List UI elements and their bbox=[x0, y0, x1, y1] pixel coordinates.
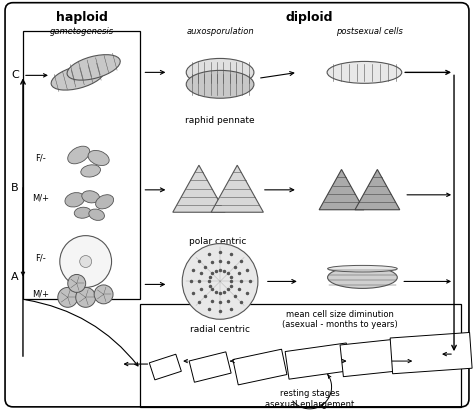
Ellipse shape bbox=[328, 267, 397, 288]
Text: gametogenesis: gametogenesis bbox=[50, 27, 114, 35]
Text: C: C bbox=[11, 70, 19, 80]
Text: F/-: F/- bbox=[36, 253, 46, 262]
Circle shape bbox=[68, 274, 86, 293]
Polygon shape bbox=[173, 165, 225, 212]
Circle shape bbox=[76, 288, 96, 307]
Ellipse shape bbox=[67, 55, 120, 80]
Circle shape bbox=[80, 255, 91, 267]
Ellipse shape bbox=[89, 209, 104, 220]
Text: radial centric: radial centric bbox=[190, 325, 250, 334]
Text: mean cell size diminution
(asexual - months to years): mean cell size diminution (asexual - mon… bbox=[282, 309, 397, 329]
Text: A: A bbox=[11, 272, 19, 283]
Ellipse shape bbox=[186, 59, 254, 86]
Polygon shape bbox=[211, 165, 264, 212]
Ellipse shape bbox=[327, 61, 402, 83]
Text: polar centric: polar centric bbox=[190, 237, 247, 246]
Polygon shape bbox=[319, 169, 364, 210]
Bar bbox=[149, 354, 182, 380]
Text: M/+: M/+ bbox=[32, 193, 49, 202]
Bar bbox=[390, 332, 472, 374]
Ellipse shape bbox=[186, 70, 254, 98]
Bar bbox=[140, 304, 461, 407]
Text: F/-: F/- bbox=[36, 154, 46, 162]
Text: M/+: M/+ bbox=[32, 290, 49, 299]
Ellipse shape bbox=[81, 165, 100, 177]
Ellipse shape bbox=[88, 150, 109, 166]
Ellipse shape bbox=[65, 192, 84, 207]
Ellipse shape bbox=[68, 146, 90, 164]
Text: B: B bbox=[11, 183, 19, 193]
Circle shape bbox=[60, 236, 111, 288]
Text: auxosporulation: auxosporulation bbox=[186, 27, 254, 35]
Bar bbox=[340, 337, 415, 377]
Ellipse shape bbox=[96, 195, 114, 209]
Ellipse shape bbox=[328, 265, 397, 272]
Text: resting stages
asexual enlargement: resting stages asexual enlargement bbox=[265, 389, 354, 409]
Text: postsexual cells: postsexual cells bbox=[336, 27, 403, 35]
Bar bbox=[285, 343, 350, 379]
Circle shape bbox=[58, 288, 78, 307]
Polygon shape bbox=[355, 169, 400, 210]
Text: haploid: haploid bbox=[56, 11, 108, 23]
Ellipse shape bbox=[74, 207, 91, 218]
Ellipse shape bbox=[82, 191, 100, 203]
Text: raphid pennate: raphid pennate bbox=[185, 116, 255, 125]
Text: diploid: diploid bbox=[286, 11, 333, 23]
Bar bbox=[233, 349, 287, 385]
Bar bbox=[23, 30, 140, 300]
Ellipse shape bbox=[51, 65, 104, 90]
Circle shape bbox=[182, 243, 258, 319]
Circle shape bbox=[94, 285, 113, 304]
Bar bbox=[189, 352, 231, 382]
